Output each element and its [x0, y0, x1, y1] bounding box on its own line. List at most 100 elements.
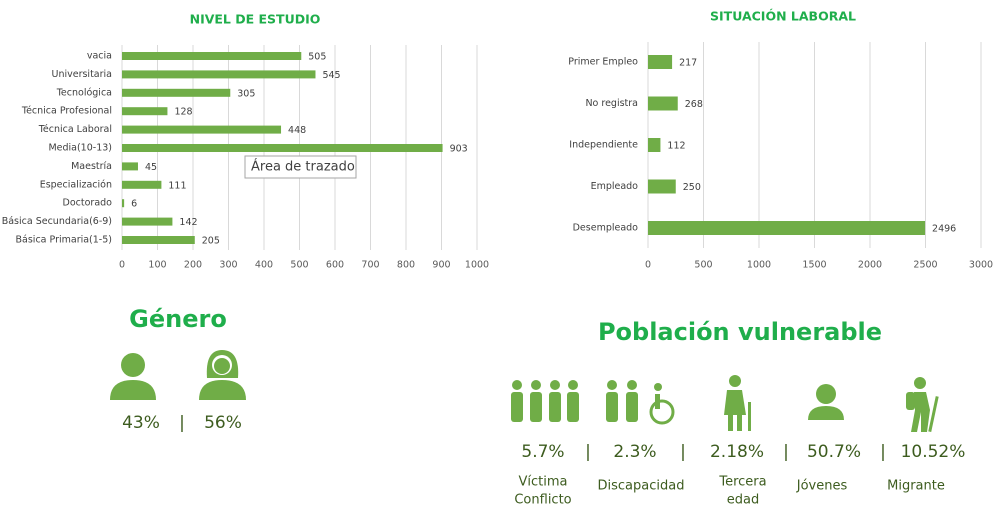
percent: 2.18% [710, 442, 764, 462]
data-label: 205 [202, 236, 220, 247]
y-tick-label: Primer Empleo [568, 57, 638, 68]
separator: | [880, 442, 886, 462]
x-tick-label: 800 [397, 260, 415, 271]
x-tick-label: 100 [148, 260, 166, 271]
bar [648, 55, 673, 69]
y-tick-label: Desempleado [573, 223, 639, 234]
separator: | [585, 442, 591, 462]
data-label: 217 [679, 58, 697, 69]
data-label: 2496 [932, 224, 956, 235]
percent: 10.52% [901, 442, 966, 462]
separator: | [680, 442, 686, 462]
percent: 43% [122, 413, 160, 433]
x-tick-label: 2500 [913, 260, 937, 271]
bar [122, 162, 138, 171]
x-tick-label: 500 [290, 260, 308, 271]
x-tick-label: 3000 [969, 260, 993, 271]
y-tick-label: Empleado [591, 181, 639, 192]
bar [122, 52, 302, 60]
data-label: 6 [131, 199, 137, 210]
data-label: 250 [683, 182, 701, 193]
y-tick-label: Técnica Laboral [38, 124, 112, 135]
bar [122, 125, 282, 134]
separator: | [179, 413, 185, 433]
item-label: Jóvenes [796, 479, 848, 494]
x-tick-label: 0 [119, 260, 125, 271]
y-tick-label: Maestría [71, 161, 112, 172]
data-label: 268 [685, 99, 703, 110]
data-label: 903 [450, 144, 468, 155]
data-label: 448 [288, 125, 306, 136]
data-label: 112 [667, 141, 685, 152]
y-tick-label: Doctorado [63, 198, 113, 209]
bar [122, 217, 173, 226]
female-icon [199, 350, 246, 400]
poblacion-title: Población vulnerable [598, 318, 882, 346]
x-tick-label: 300 [219, 260, 237, 271]
percent: 50.7% [807, 442, 861, 462]
tooltip: Área de trazado [251, 159, 355, 175]
bar [122, 144, 443, 152]
y-tick-label: Básica Secundaria(6-9) [2, 216, 112, 227]
migrant-icon [906, 377, 939, 433]
genero-title: Género [129, 305, 227, 333]
x-tick-label: 700 [361, 260, 379, 271]
item-label: edad [727, 493, 759, 506]
percent: 2.3% [613, 442, 656, 462]
tooltip-box [244, 155, 357, 179]
item-label: Víctima [519, 475, 568, 490]
data-label: 142 [179, 217, 197, 228]
bar [122, 70, 316, 79]
x-tick-label: 600 [326, 260, 344, 271]
y-tick-label: Media(10-13) [48, 143, 112, 154]
x-tick-label: 0 [645, 260, 651, 271]
disability-icon [606, 380, 675, 425]
percent: 5.7% [521, 442, 564, 462]
item-label: Discapacidad [598, 479, 685, 494]
item-label: Tercera [718, 475, 766, 490]
genero: Género 43% | 56% [110, 305, 246, 433]
chart-title: SITUACIÓN LABORAL [710, 9, 856, 24]
x-tick-label: 1000 [747, 260, 771, 271]
item-label: Migrante [887, 479, 945, 494]
elderly-icon [724, 375, 751, 431]
x-tick-label: 1500 [802, 260, 826, 271]
male-icon [110, 353, 156, 400]
bar [122, 199, 125, 208]
x-tick-label: 200 [184, 260, 202, 271]
data-label: 545 [322, 70, 340, 81]
y-tick-label: Especialización [40, 179, 112, 190]
x-tick-label: 400 [255, 260, 273, 271]
data-label: 45 [145, 162, 157, 173]
x-tick-label: 900 [432, 260, 450, 271]
y-tick-label: Técnica Profesional [21, 106, 112, 117]
bar [122, 107, 168, 116]
y-tick-label: vacia [87, 51, 112, 62]
y-tick-label: No registra [585, 98, 638, 109]
bar [122, 236, 195, 244]
youth-icon [808, 384, 844, 420]
victim-icon [511, 380, 579, 422]
y-tick-label: Independiente [569, 140, 638, 151]
data-label: 505 [308, 52, 326, 63]
bar [122, 180, 162, 189]
x-tick-label: 1000 [465, 260, 489, 271]
bar [648, 138, 661, 152]
y-tick-label: Universitaria [52, 69, 113, 80]
data-label: 111 [168, 180, 186, 191]
item-label: Conflicto [514, 493, 571, 506]
x-tick-label: 2000 [858, 260, 882, 271]
bar [648, 179, 676, 194]
poblacion: Población vulnerable [511, 318, 939, 433]
y-tick-label: Tecnológica [56, 87, 112, 98]
y-tick-label: Básica Primaria(1-5) [16, 235, 112, 246]
separator: | [783, 442, 789, 462]
bar [648, 96, 678, 111]
data-label: 305 [237, 88, 255, 99]
x-tick-label: 500 [694, 260, 712, 271]
bar [648, 221, 926, 235]
data-label: 128 [174, 107, 192, 118]
chart-title: NIVEL DE ESTUDIO [190, 12, 321, 27]
percent: 56% [204, 413, 242, 433]
